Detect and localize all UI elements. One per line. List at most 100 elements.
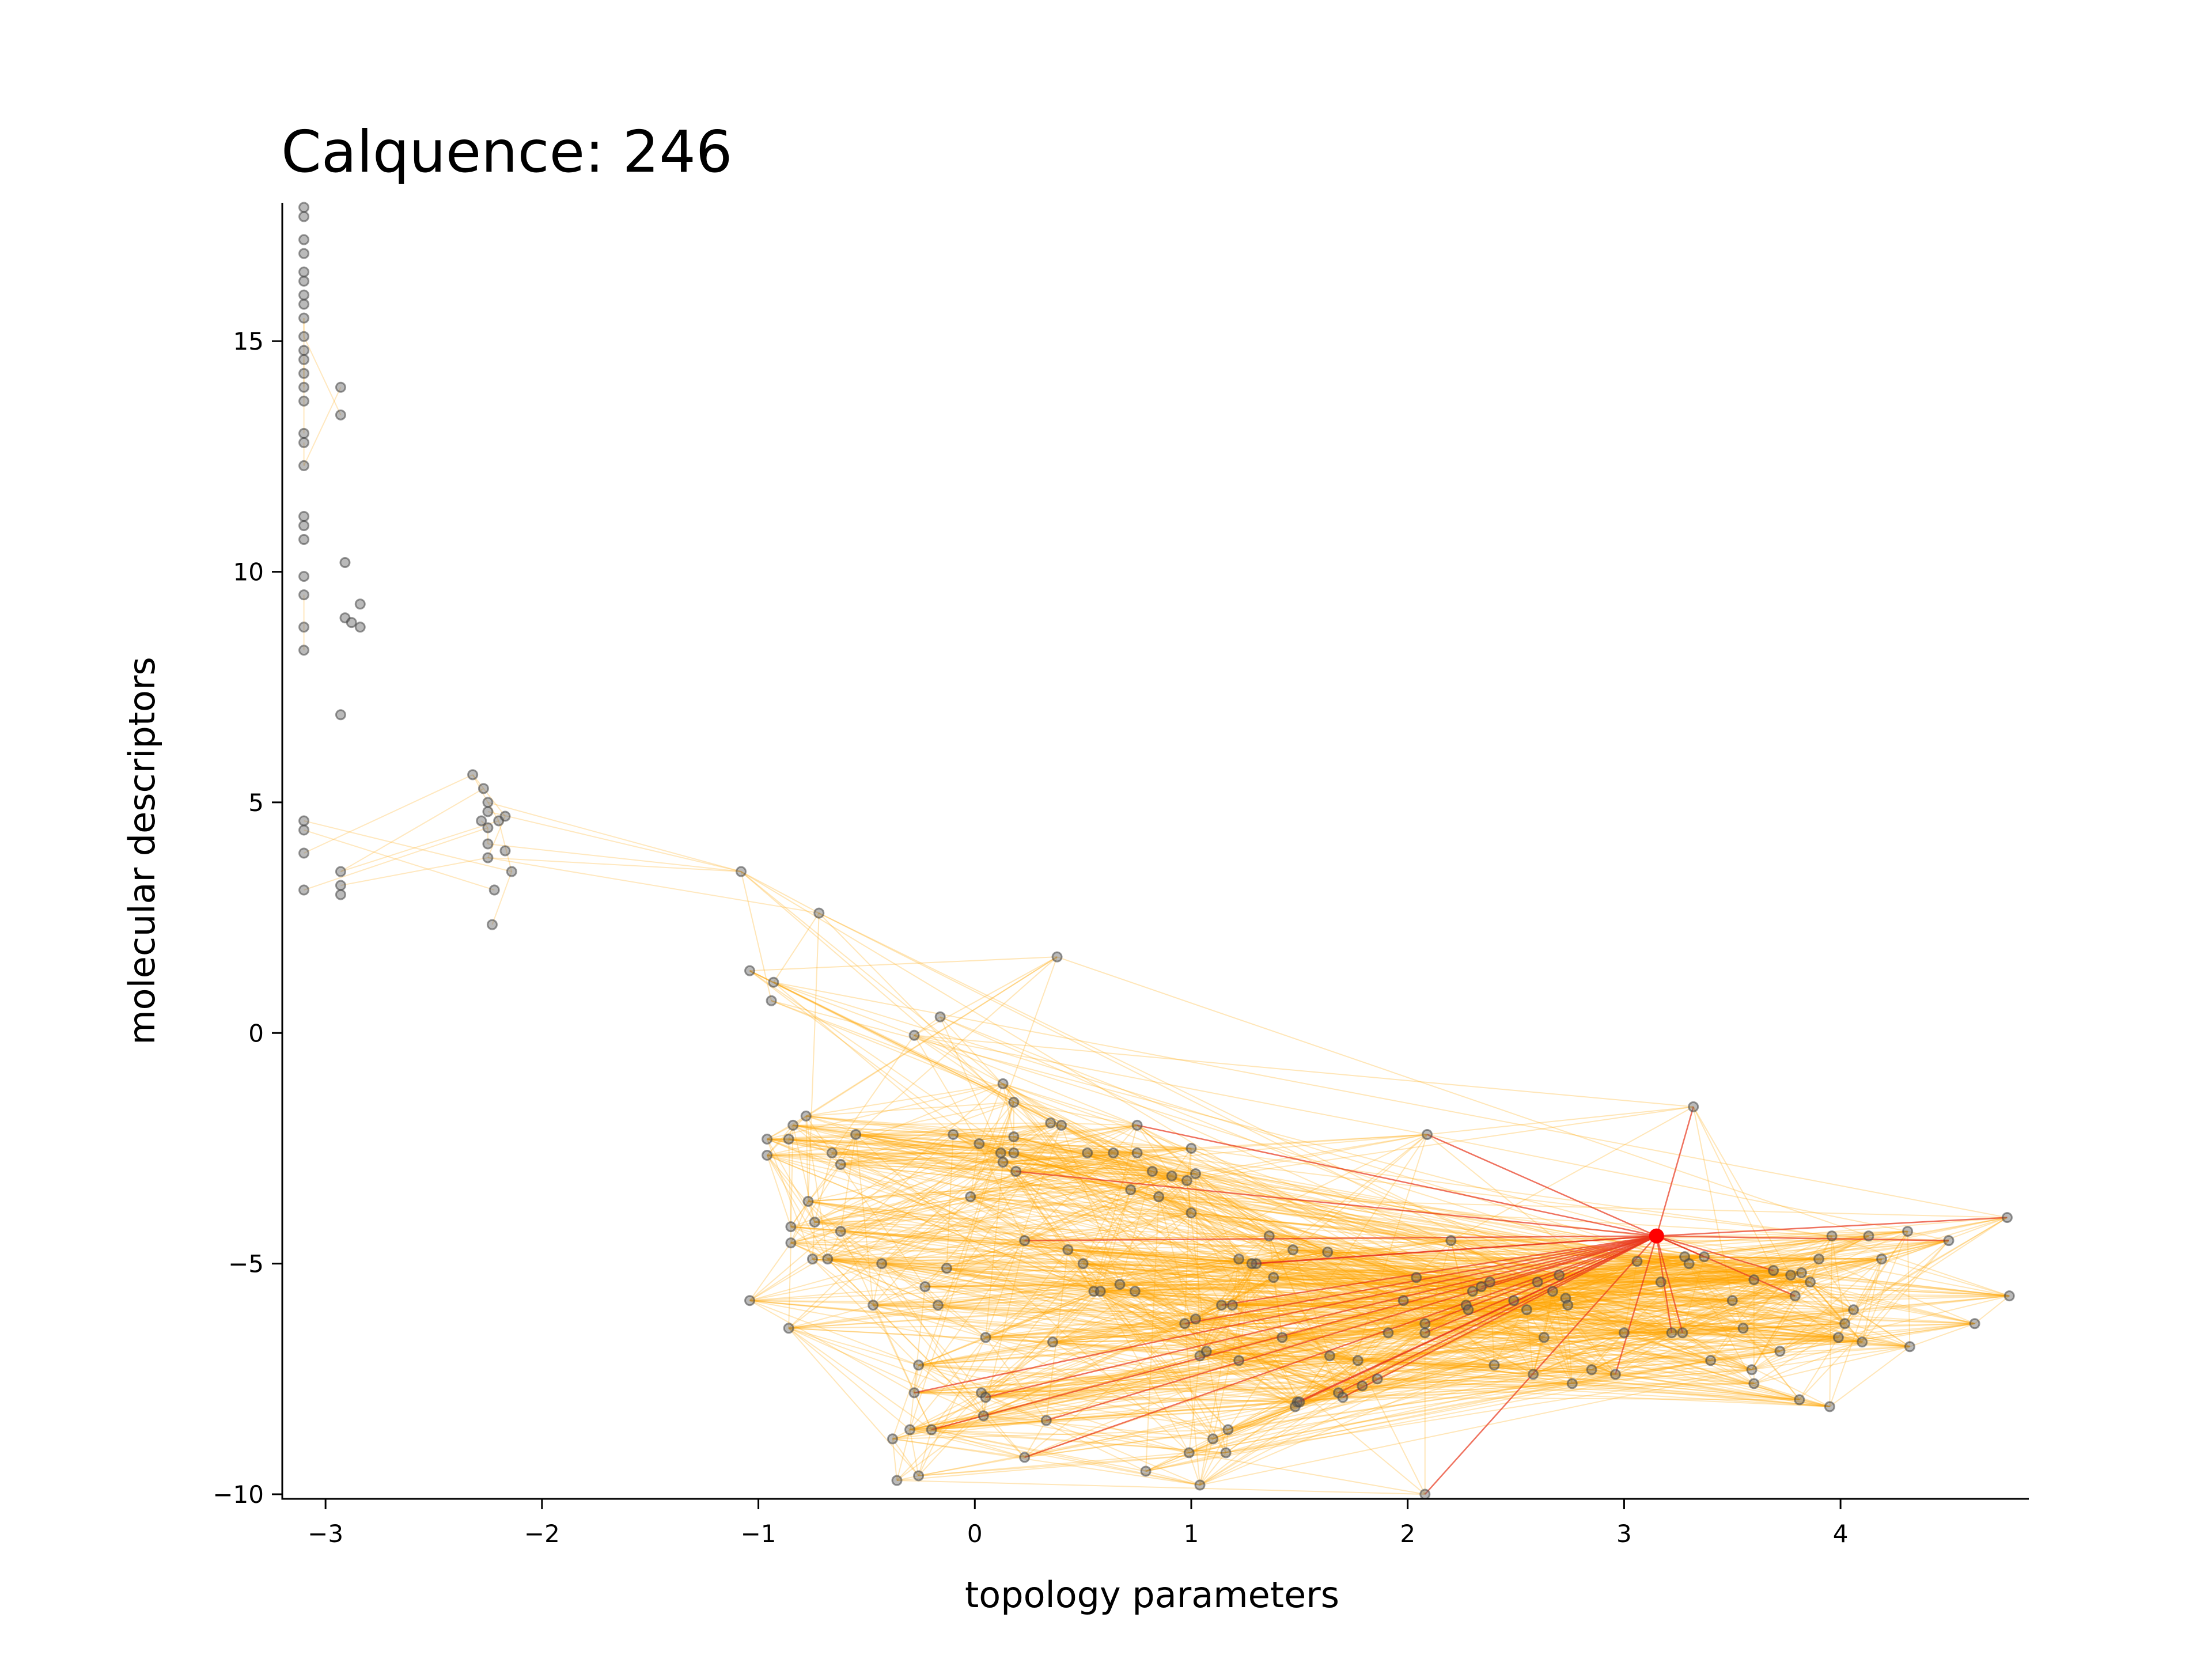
edge: [1238, 1359, 1495, 1366]
edge: [1297, 1295, 1796, 1403]
edge: [812, 1258, 882, 1264]
edge: [789, 1138, 1138, 1154]
edge: [1624, 1332, 1711, 1361]
edge: [1228, 1373, 1616, 1430]
edge: [1024, 1240, 1101, 1292]
edge: [806, 1083, 1003, 1117]
edge: [979, 1143, 1192, 1149]
edge: [1158, 1196, 1417, 1278]
edge: [910, 1429, 1213, 1440]
edge: [1083, 1263, 1469, 1310]
data-point: [298, 815, 310, 827]
edge: [1188, 1235, 1869, 1453]
edge: [1615, 1327, 1744, 1375]
edge: [1403, 1300, 1854, 1310]
edge: [918, 1300, 1733, 1366]
edge: [979, 1124, 1138, 1145]
edge: [749, 970, 1014, 1154]
edge: [983, 1397, 987, 1416]
edge: [840, 1230, 1233, 1306]
edge: [1256, 1263, 1544, 1338]
edge: [1299, 1350, 1781, 1403]
edge: [1119, 1277, 1274, 1285]
edge: [1191, 1212, 1378, 1380]
data-point: [868, 1300, 879, 1311]
y-tick-label: 0: [248, 1019, 264, 1047]
data-point: [298, 437, 310, 448]
edge: [1171, 1147, 1192, 1177]
edge: [340, 788, 484, 872]
edge: [1790, 1240, 1949, 1276]
edge: [1565, 1297, 1975, 1324]
edge: [985, 1318, 1196, 1338]
data-point: [1108, 1147, 1119, 1158]
edge: [1188, 1452, 1200, 1486]
edge: [1753, 1341, 1863, 1384]
edge: [1002, 1083, 1014, 1103]
edge: [873, 1304, 1053, 1343]
data-point: [298, 589, 310, 601]
data-point: [1153, 1191, 1165, 1203]
edge: [1232, 1277, 1274, 1306]
edge: [1425, 1332, 1830, 1407]
edge: [1113, 1147, 1192, 1154]
edge: [925, 1283, 1120, 1287]
edge: [1415, 1277, 1495, 1366]
data-point: [736, 866, 747, 877]
edge: [1016, 1171, 1172, 1177]
edge: [985, 1332, 1672, 1398]
edge: [1425, 1323, 1624, 1334]
edge: [1145, 1336, 1544, 1472]
edge: [1615, 1350, 1781, 1375]
edge: [1974, 1295, 2010, 1324]
edge: [1199, 1297, 1566, 1357]
edge: [1567, 1304, 1744, 1329]
data-point: [298, 211, 310, 222]
edge: [1527, 1309, 1975, 1324]
edge: [978, 1083, 1004, 1144]
edge: [1472, 1290, 1672, 1334]
edge: [1468, 1309, 1830, 1407]
edge: [914, 1336, 1282, 1393]
edge: [1221, 1256, 1685, 1306]
data-point: [785, 1237, 797, 1249]
edge: [1046, 1419, 1200, 1486]
edge: [1468, 1309, 1592, 1370]
edge: [767, 1083, 1003, 1140]
edge: [1238, 1259, 1298, 1403]
edge: [1256, 1251, 1328, 1264]
data-point: [1233, 1355, 1245, 1366]
data-point: [1337, 1392, 1349, 1403]
edge: [1565, 1258, 1882, 1299]
edge: [1853, 1309, 1910, 1347]
edge: [1199, 1305, 1233, 1486]
edge: [487, 801, 741, 872]
edge: [1293, 1249, 1553, 1292]
y-tick-label: 10: [233, 558, 264, 586]
edge: [1238, 1323, 1425, 1361]
edge: [1526, 1309, 1534, 1374]
edge: [873, 1286, 926, 1306]
edge: [1052, 1304, 1233, 1343]
edge: [918, 1336, 1282, 1366]
data-point: [2001, 1212, 2013, 1224]
edge: [953, 1134, 1138, 1154]
edge: [1753, 1382, 1830, 1407]
edge: [840, 1164, 1196, 1320]
data-point: [1943, 1235, 1955, 1247]
edge: [1100, 1290, 1185, 1324]
highlight-edge: [1024, 1235, 1657, 1241]
edge: [1000, 1152, 1120, 1285]
edge: [304, 830, 495, 891]
data-point: [913, 1359, 925, 1371]
edge: [1565, 1256, 1685, 1299]
y-tick-label: 15: [233, 327, 264, 355]
data-point: [1040, 1415, 1052, 1426]
highlight-edge: [1656, 1235, 1796, 1297]
edge: [1273, 1277, 1495, 1366]
edge: [881, 1263, 1185, 1324]
edge: [1330, 1336, 1839, 1357]
edge: [1191, 1147, 1527, 1310]
edge: [918, 1406, 1296, 1476]
edge: [1199, 1438, 1214, 1486]
